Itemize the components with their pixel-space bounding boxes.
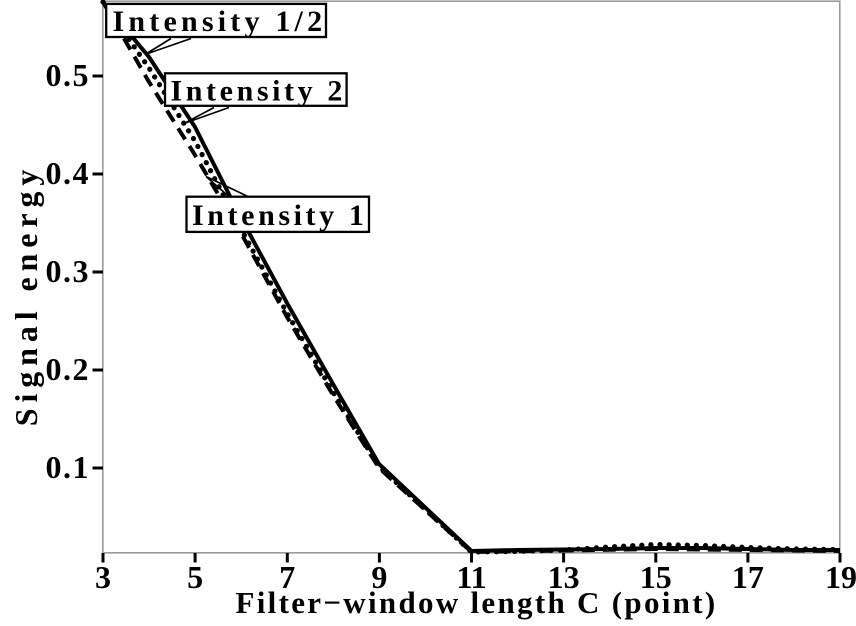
- svg-text:15: 15: [640, 559, 672, 595]
- svg-text:0.5: 0.5: [46, 57, 91, 93]
- svg-text:5: 5: [187, 559, 203, 595]
- svg-text:0.2: 0.2: [46, 351, 91, 387]
- svg-text:17: 17: [732, 559, 764, 595]
- svg-text:Signal energy: Signal energy: [8, 164, 44, 426]
- svg-text:19: 19: [825, 559, 856, 595]
- svg-text:0.1: 0.1: [46, 449, 91, 485]
- svg-text:7: 7: [279, 559, 295, 595]
- svg-text:Intensity 1/2: Intensity 1/2: [113, 5, 327, 38]
- svg-text:13: 13: [548, 559, 580, 595]
- svg-text:9: 9: [371, 559, 387, 595]
- svg-text:0.3: 0.3: [46, 253, 91, 289]
- svg-text:0.4: 0.4: [46, 155, 91, 191]
- svg-text:Intensity 1: Intensity 1: [192, 199, 367, 232]
- svg-text:3: 3: [95, 559, 111, 595]
- svg-text:Intensity 2: Intensity 2: [171, 75, 346, 108]
- svg-text:11: 11: [456, 559, 486, 595]
- svg-text:Filter−window length C (point): Filter−window length C (point): [236, 585, 718, 620]
